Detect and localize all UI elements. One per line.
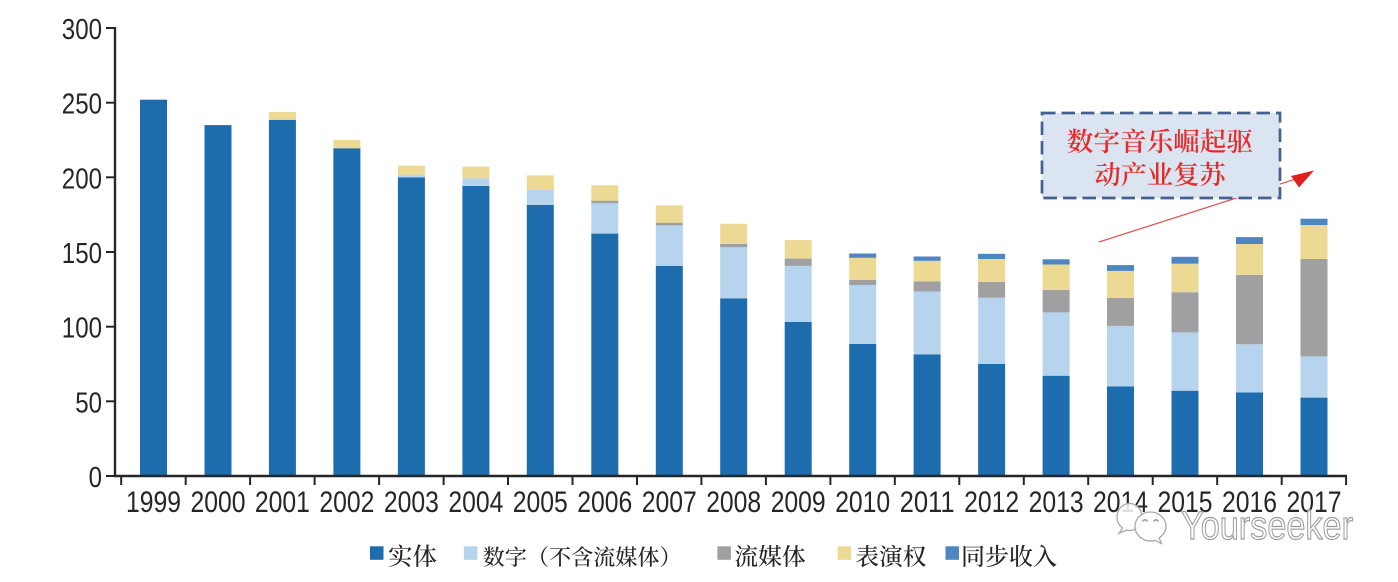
svg-text:2012: 2012 xyxy=(964,486,1019,519)
svg-text:2005: 2005 xyxy=(513,486,568,519)
svg-text:2006: 2006 xyxy=(577,486,632,519)
svg-text:300: 300 xyxy=(62,14,102,46)
svg-text:2002: 2002 xyxy=(319,486,374,519)
svg-text:1999: 1999 xyxy=(126,486,181,519)
svg-text:Yourseeker: Yourseeker xyxy=(1181,504,1353,548)
svg-text:0: 0 xyxy=(89,462,102,494)
svg-text:100: 100 xyxy=(62,313,102,345)
svg-text:50: 50 xyxy=(75,387,102,419)
svg-text:2004: 2004 xyxy=(448,486,503,519)
svg-text:2003: 2003 xyxy=(384,486,439,519)
svg-text:2010: 2010 xyxy=(835,486,890,519)
svg-text:2016: 2016 xyxy=(1222,486,1277,519)
svg-text:2013: 2013 xyxy=(1029,486,1084,519)
svg-text:200: 200 xyxy=(62,163,102,195)
svg-text:2001: 2001 xyxy=(255,486,310,519)
svg-text:250: 250 xyxy=(62,89,102,121)
svg-text:150: 150 xyxy=(62,238,102,270)
svg-text:2009: 2009 xyxy=(771,486,826,519)
svg-text:2008: 2008 xyxy=(706,486,761,519)
svg-text:2017: 2017 xyxy=(1287,486,1342,519)
svg-text:2007: 2007 xyxy=(642,486,697,519)
svg-text:2011: 2011 xyxy=(900,486,955,519)
svg-text:2015: 2015 xyxy=(1158,486,1213,519)
svg-text:2000: 2000 xyxy=(191,486,246,519)
